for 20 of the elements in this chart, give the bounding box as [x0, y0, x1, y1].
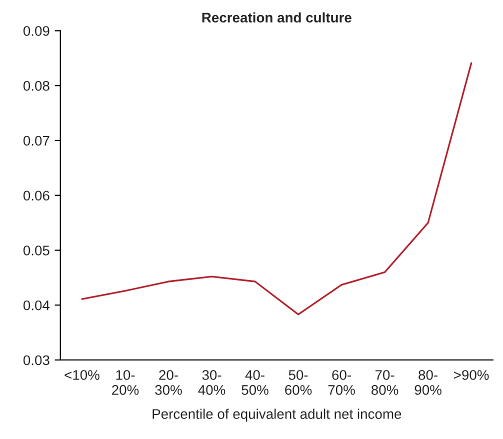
x-tick-label: <10% — [64, 370, 100, 380]
y-tick-label: 0.06 — [23, 190, 50, 201]
x-tick-label: 80- 90% — [414, 370, 442, 395]
y-tick-label: 0.08 — [23, 80, 50, 91]
y-tick-label: 0.03 — [23, 355, 50, 366]
x-tick-label: >90% — [454, 370, 489, 380]
x-tick-label: 20- 30% — [155, 370, 182, 395]
x-tick-label: 30- 40% — [198, 370, 226, 395]
x-tick-label: 60- 70% — [328, 370, 355, 395]
x-tick-label: 10- 20% — [112, 370, 139, 395]
y-tick-label: 0.09 — [23, 26, 50, 36]
x-tick-label: 40- 50% — [242, 370, 268, 395]
x-tick-label: 50- 60% — [285, 370, 312, 395]
y-tick-label: 0.07 — [23, 136, 50, 146]
x-tick-label: 70- 80% — [372, 370, 398, 395]
line-series — [81, 62, 472, 316]
chart-title: Recreation and culture — [202, 12, 352, 23]
y-tick-label: 0.05 — [23, 246, 50, 256]
x-axis-title: Percentile of equivalent adult net income — [152, 408, 402, 422]
y-tick-label: 0.04 — [23, 300, 50, 310]
